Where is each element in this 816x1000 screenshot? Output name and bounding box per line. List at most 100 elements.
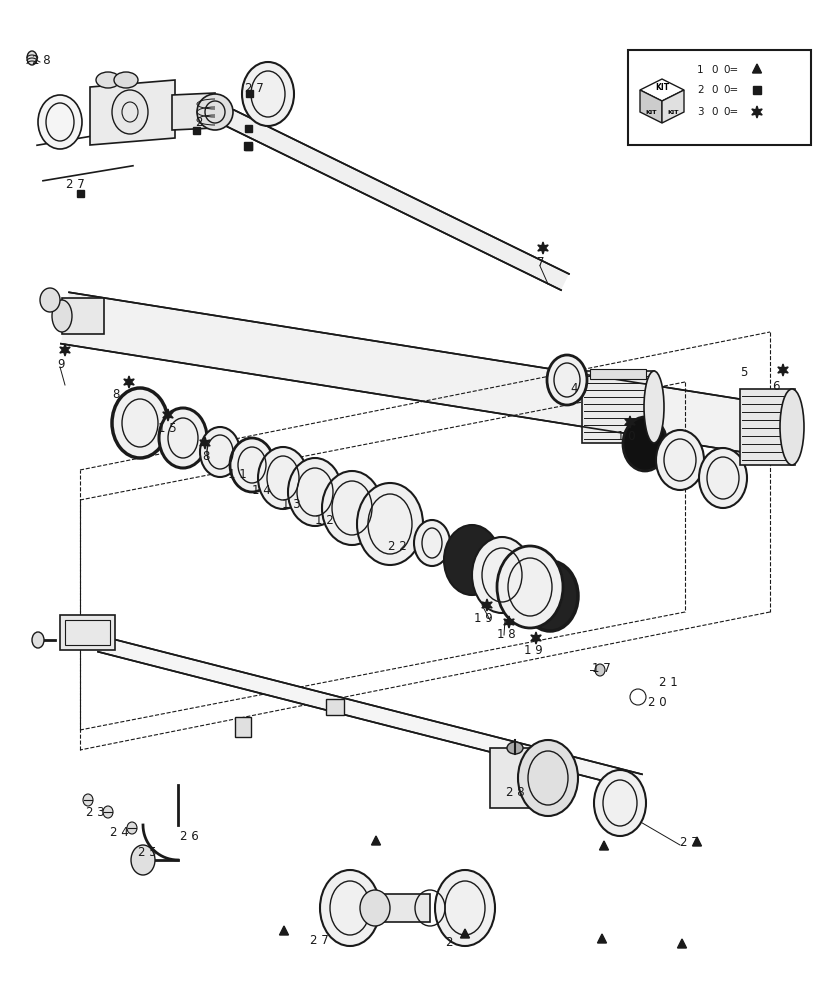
Polygon shape [90,80,175,145]
Ellipse shape [414,520,450,566]
Polygon shape [163,409,173,421]
Polygon shape [625,416,635,428]
Text: 2 6: 2 6 [180,830,199,844]
Text: 2 1: 2 1 [659,676,678,688]
Bar [753,86,761,94]
Ellipse shape [623,417,667,471]
Text: 2 7: 2 7 [245,82,264,95]
Text: 2 4: 2 4 [110,826,129,840]
Polygon shape [597,934,606,943]
Polygon shape [752,106,762,118]
Ellipse shape [112,90,148,134]
Ellipse shape [360,890,390,926]
Text: 2 7: 2 7 [680,836,698,850]
Text: 2: 2 [195,116,202,129]
Ellipse shape [507,742,523,754]
Bar [490,748,545,808]
Text: 8: 8 [112,388,119,401]
Ellipse shape [472,537,532,613]
Polygon shape [677,939,686,948]
Bar [582,371,654,443]
Text: 1 7: 1 7 [592,662,610,674]
Polygon shape [752,64,761,73]
Ellipse shape [595,664,605,676]
Ellipse shape [497,546,563,628]
Polygon shape [460,929,469,938]
Polygon shape [778,364,788,376]
Polygon shape [172,93,215,130]
Text: 2: 2 [445,936,453,948]
Bar [77,190,83,196]
Ellipse shape [320,870,380,946]
Ellipse shape [230,438,274,492]
Text: 0: 0 [711,85,717,95]
Text: 0=: 0= [723,65,738,75]
Text: 1 3: 1 3 [282,497,300,510]
Ellipse shape [112,388,168,458]
Ellipse shape [40,288,60,312]
Bar [326,699,344,715]
Bar [244,142,252,150]
Polygon shape [200,437,211,449]
Ellipse shape [159,408,207,468]
Polygon shape [640,79,684,101]
Text: 1 5: 1 5 [158,422,176,434]
Ellipse shape [699,448,747,508]
Polygon shape [600,841,609,850]
Ellipse shape [114,72,138,88]
Text: 2 7: 2 7 [310,934,329,946]
Polygon shape [60,344,70,356]
Text: 2 2: 2 2 [388,540,406,552]
Ellipse shape [131,845,155,875]
Polygon shape [530,632,541,644]
Text: 1 8: 1 8 [497,628,516,641]
Text: 9: 9 [57,359,64,371]
Polygon shape [226,110,569,290]
Polygon shape [280,926,289,935]
Polygon shape [61,292,754,453]
Ellipse shape [258,447,308,509]
Text: 0: 0 [711,107,717,117]
Polygon shape [640,90,662,123]
Ellipse shape [127,822,137,834]
Ellipse shape [547,355,587,405]
Text: 2 8: 2 8 [32,53,51,66]
Ellipse shape [96,72,120,88]
Ellipse shape [38,95,82,149]
Text: 7: 7 [537,256,544,269]
Text: KIT: KIT [667,109,679,114]
Bar [590,369,646,379]
Ellipse shape [322,471,382,545]
Text: 6: 6 [772,380,779,393]
Ellipse shape [200,427,240,477]
Text: KIT: KIT [645,109,657,114]
Text: 5: 5 [740,366,747,379]
Text: 2 7: 2 7 [66,178,85,192]
Ellipse shape [656,430,704,490]
Polygon shape [124,376,134,388]
Ellipse shape [522,561,578,631]
Bar [375,894,430,922]
Ellipse shape [518,740,578,816]
Ellipse shape [780,389,804,465]
Bar [235,717,251,737]
Text: 1 4: 1 4 [252,484,271,496]
Ellipse shape [357,483,423,565]
Bar [62,298,104,334]
Text: 0=: 0= [723,107,738,117]
Ellipse shape [435,870,495,946]
Text: 0: 0 [711,65,717,75]
Bar [246,90,252,97]
Text: 1 0: 1 0 [617,430,636,444]
Polygon shape [662,90,684,123]
Ellipse shape [197,94,233,130]
Ellipse shape [444,525,500,595]
Ellipse shape [594,770,646,836]
Text: 2 3: 2 3 [86,806,104,820]
Text: 2 0: 2 0 [648,696,667,710]
Text: 8: 8 [202,450,210,464]
Text: 2: 2 [697,85,703,95]
Ellipse shape [27,51,37,65]
Text: 2 5: 2 5 [138,846,157,858]
Polygon shape [693,837,702,846]
